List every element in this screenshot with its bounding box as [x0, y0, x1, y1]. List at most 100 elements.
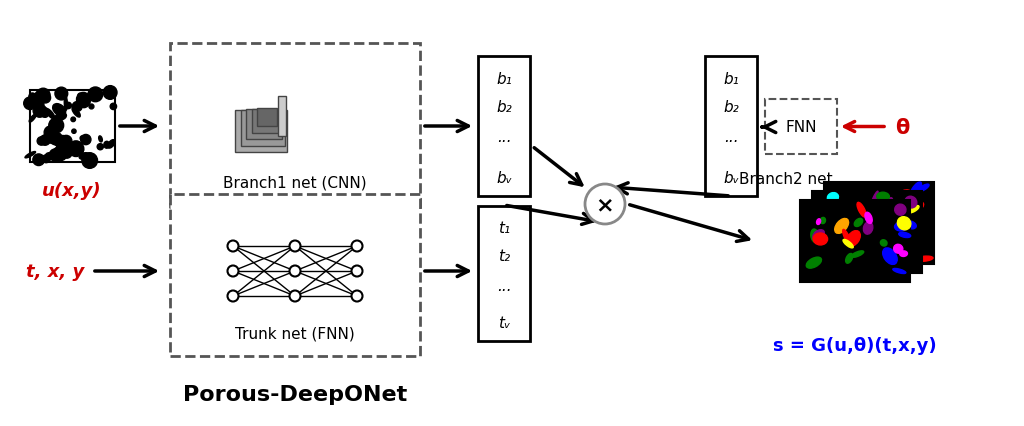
Ellipse shape [811, 230, 819, 243]
Ellipse shape [908, 207, 913, 212]
FancyBboxPatch shape [170, 195, 420, 356]
Circle shape [73, 102, 82, 112]
Ellipse shape [870, 192, 879, 207]
Ellipse shape [827, 251, 844, 260]
Ellipse shape [882, 212, 888, 226]
Circle shape [53, 147, 68, 161]
Text: b₁: b₁ [723, 71, 739, 86]
Circle shape [54, 137, 66, 148]
Ellipse shape [887, 236, 892, 242]
Ellipse shape [843, 230, 851, 245]
Ellipse shape [897, 217, 911, 230]
Ellipse shape [813, 230, 824, 241]
FancyBboxPatch shape [170, 44, 420, 208]
Ellipse shape [98, 137, 102, 143]
Ellipse shape [40, 108, 49, 118]
Ellipse shape [892, 207, 901, 220]
Text: bᵥ: bᵥ [723, 171, 739, 186]
Ellipse shape [865, 247, 881, 255]
Bar [278, 97, 286, 137]
Bar [234, 111, 287, 153]
Circle shape [88, 88, 102, 103]
Ellipse shape [854, 218, 864, 227]
Ellipse shape [894, 213, 902, 223]
Circle shape [49, 119, 63, 133]
Ellipse shape [887, 198, 893, 207]
Circle shape [40, 93, 50, 104]
Circle shape [82, 153, 97, 169]
Circle shape [37, 89, 50, 103]
Circle shape [79, 94, 88, 104]
Ellipse shape [864, 209, 878, 225]
Ellipse shape [865, 208, 871, 219]
Ellipse shape [826, 243, 831, 251]
Circle shape [227, 241, 239, 252]
Text: u(x,y): u(x,y) [42, 181, 101, 199]
Text: b₂: b₂ [496, 99, 512, 114]
Circle shape [111, 104, 117, 110]
Ellipse shape [857, 203, 866, 218]
Bar [478, 207, 530, 341]
Text: t, x, y: t, x, y [26, 262, 84, 280]
Ellipse shape [858, 197, 870, 214]
Text: ...: ... [497, 279, 511, 294]
Ellipse shape [816, 219, 820, 225]
Circle shape [39, 103, 44, 107]
Circle shape [78, 149, 83, 154]
Circle shape [55, 88, 68, 101]
Ellipse shape [44, 135, 55, 144]
Bar [241, 110, 285, 146]
Circle shape [72, 130, 76, 134]
FancyBboxPatch shape [765, 100, 837, 155]
Ellipse shape [863, 222, 872, 235]
Ellipse shape [813, 233, 827, 245]
Ellipse shape [913, 230, 921, 246]
Circle shape [37, 138, 45, 146]
Text: ×: × [596, 195, 614, 215]
Ellipse shape [905, 222, 916, 229]
Ellipse shape [829, 205, 834, 211]
Ellipse shape [52, 104, 66, 117]
Circle shape [44, 127, 57, 140]
Ellipse shape [831, 233, 843, 242]
Text: s = G(u,θ)(t,x,y): s = G(u,θ)(t,x,y) [773, 336, 937, 354]
Circle shape [81, 135, 91, 145]
Ellipse shape [859, 227, 873, 236]
FancyBboxPatch shape [30, 91, 115, 163]
Circle shape [585, 184, 625, 225]
Ellipse shape [909, 183, 922, 199]
Text: bᵥ: bᵥ [496, 171, 512, 186]
Ellipse shape [806, 257, 821, 268]
Circle shape [227, 266, 239, 277]
Ellipse shape [900, 253, 911, 263]
Ellipse shape [863, 210, 874, 218]
Circle shape [60, 136, 72, 147]
Circle shape [290, 266, 300, 277]
Circle shape [45, 153, 52, 161]
Circle shape [79, 148, 84, 153]
Ellipse shape [820, 218, 825, 224]
Ellipse shape [51, 122, 63, 128]
Bar [252, 109, 280, 133]
Ellipse shape [84, 157, 90, 166]
Bar [246, 110, 282, 140]
Text: Trunk net (FNN): Trunk net (FNN) [236, 326, 355, 341]
Ellipse shape [29, 115, 36, 123]
Ellipse shape [72, 108, 80, 118]
Ellipse shape [863, 241, 871, 245]
Ellipse shape [103, 142, 110, 149]
Circle shape [97, 144, 103, 150]
Text: Branch1 net (CNN): Branch1 net (CNN) [223, 176, 367, 190]
Circle shape [40, 135, 50, 146]
Circle shape [78, 94, 83, 99]
Ellipse shape [872, 245, 886, 259]
Circle shape [33, 155, 44, 166]
Ellipse shape [55, 113, 67, 121]
Bar [705, 57, 757, 196]
Ellipse shape [95, 95, 101, 101]
Ellipse shape [865, 213, 872, 224]
Ellipse shape [827, 193, 839, 203]
Text: θ: θ [895, 117, 909, 137]
Ellipse shape [851, 251, 863, 258]
Ellipse shape [877, 210, 885, 226]
